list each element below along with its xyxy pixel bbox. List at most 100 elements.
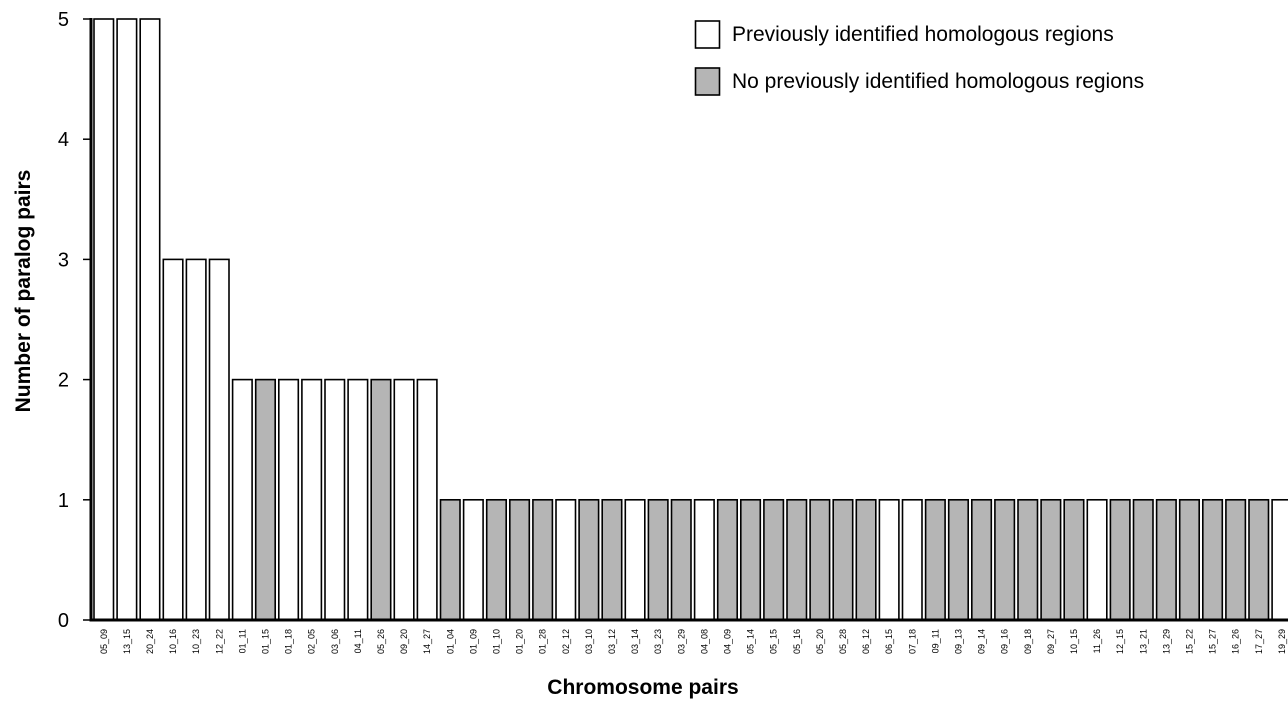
x-tick-label-03_29: 03_29 xyxy=(676,629,686,654)
bar-11_26 xyxy=(1087,500,1107,620)
bar-06_12 xyxy=(856,500,876,620)
legend-label-previous: Previously identified homologous regions xyxy=(732,23,1114,46)
x-tick-label-03_12: 03_12 xyxy=(607,629,617,654)
y-tick-label-2: 2 xyxy=(58,370,69,392)
legend-swatch-previous xyxy=(696,21,720,48)
bar-05_09 xyxy=(94,19,114,620)
bar-17_27 xyxy=(1249,500,1269,620)
bars-layer xyxy=(94,19,1288,620)
x-tick-label-01_15: 01_15 xyxy=(260,629,270,654)
x-tick-label-09_16: 09_16 xyxy=(1000,629,1010,654)
bar-07_18 xyxy=(903,500,923,620)
x-tick-label-01_18: 01_18 xyxy=(284,629,294,654)
x-tick-label-01_20: 01_20 xyxy=(515,629,525,654)
bar-04_08 xyxy=(695,500,715,620)
bar-05_14 xyxy=(741,500,761,620)
x-tick-label-07_18: 07_18 xyxy=(907,629,917,654)
x-tick-label-09_27: 09_27 xyxy=(1046,629,1056,654)
x-tick-label-09_20: 09_20 xyxy=(399,629,409,654)
x-tick-label-19_29: 19_29 xyxy=(1277,629,1287,654)
x-tick-label-12_15: 12_15 xyxy=(1115,629,1125,654)
x-tick-label-16_26: 16_26 xyxy=(1231,629,1241,654)
bar-03_23 xyxy=(648,500,668,620)
x-tick-label-12_22: 12_22 xyxy=(214,629,224,654)
x-tick-label-10_23: 10_23 xyxy=(191,629,201,654)
x-tick-label-15_27: 15_27 xyxy=(1208,629,1218,654)
x-tick-label-01_11: 01_11 xyxy=(237,629,247,653)
bar-09_27 xyxy=(1041,500,1061,620)
x-tick-label-05_20: 05_20 xyxy=(815,629,825,654)
x-tick-label-17_27: 17_27 xyxy=(1254,629,1264,654)
x-tick-label-05_16: 05_16 xyxy=(792,629,802,654)
y-axis-title: Number of paralog pairs xyxy=(12,170,35,413)
x-tick-label-04_09: 04_09 xyxy=(722,629,732,654)
bar-01_28 xyxy=(533,500,553,620)
x-axis-title: Chromosome pairs xyxy=(547,676,738,699)
x-tick-label-09_13: 09_13 xyxy=(953,629,963,654)
y-tick-label-5: 5 xyxy=(58,9,69,31)
bar-04_11 xyxy=(348,380,368,620)
x-tick-label-13_21: 13_21 xyxy=(1138,629,1148,654)
x-tick-label-15_22: 15_22 xyxy=(1184,629,1194,654)
bar-19_29 xyxy=(1272,500,1288,620)
bar-15_27 xyxy=(1203,500,1223,620)
x-tick-label-05_09: 05_09 xyxy=(99,629,109,654)
bar-01_20 xyxy=(510,500,530,620)
bar-13_29 xyxy=(1157,500,1177,620)
x-tick-label-02_12: 02_12 xyxy=(561,629,571,654)
y-tick-label-4: 4 xyxy=(58,129,69,151)
x-tick-label-10_15: 10_15 xyxy=(1069,629,1079,654)
bar-03_12 xyxy=(602,500,622,620)
bar-03_14 xyxy=(625,500,645,620)
bar-12_15 xyxy=(1110,500,1130,620)
x-tick-label-01_09: 01_09 xyxy=(468,629,478,654)
x-tick-label-09_18: 09_18 xyxy=(1023,629,1033,654)
x-tick-label-09_11: 09_11 xyxy=(930,629,940,653)
bar-10_23 xyxy=(186,259,206,620)
bar-03_29 xyxy=(672,500,692,620)
x-tick-label-05_15: 05_15 xyxy=(769,629,779,654)
bar-09_13 xyxy=(949,500,969,620)
x-tick-label-20_24: 20_24 xyxy=(145,629,155,654)
x-tick-label-05_28: 05_28 xyxy=(838,629,848,654)
bar-13_15 xyxy=(117,19,137,620)
bar-03_06 xyxy=(325,380,345,620)
bar-01_09 xyxy=(464,500,484,620)
bar-01_04 xyxy=(441,500,461,620)
bar-01_10 xyxy=(487,500,507,620)
x-tick-label-10_16: 10_16 xyxy=(168,629,178,654)
x-tick-label-13_15: 13_15 xyxy=(122,629,132,654)
bar-10_15 xyxy=(1064,500,1084,620)
bar-09_14 xyxy=(972,500,992,620)
bar-12_22 xyxy=(210,259,230,620)
bar-04_09 xyxy=(718,500,738,620)
x-tick-label-06_15: 06_15 xyxy=(884,629,894,654)
bar-01_11 xyxy=(233,380,253,620)
x-tick-label-03_06: 03_06 xyxy=(330,629,340,654)
x-tick-label-01_04: 01_04 xyxy=(445,629,455,654)
y-tick-label-1: 1 xyxy=(58,490,69,512)
bar-05_16 xyxy=(787,500,807,620)
x-tick-label-09_14: 09_14 xyxy=(977,629,987,654)
x-tick-label-05_14: 05_14 xyxy=(746,629,756,654)
x-tick-label-04_11: 04_11 xyxy=(353,629,363,653)
bar-02_12 xyxy=(556,500,576,620)
bar-05_15 xyxy=(764,500,784,620)
x-tick-label-01_10: 01_10 xyxy=(491,629,501,654)
x-tick-label-03_10: 03_10 xyxy=(584,629,594,654)
x-tick-label-14_27: 14_27 xyxy=(422,629,432,654)
bar-14_27 xyxy=(417,380,437,620)
x-tick-label-03_14: 03_14 xyxy=(630,629,640,654)
bar-09_11 xyxy=(926,500,946,620)
x-tick-label-13_29: 13_29 xyxy=(1161,629,1171,654)
bar-13_21 xyxy=(1134,500,1154,620)
bar-01_18 xyxy=(279,380,299,620)
legend-label-none: No previously identified homologous regi… xyxy=(732,70,1144,93)
bar-09_16 xyxy=(995,500,1015,620)
x-tick-label-03_23: 03_23 xyxy=(653,629,663,654)
bar-05_26 xyxy=(371,380,391,620)
bar-05_20 xyxy=(810,500,830,620)
